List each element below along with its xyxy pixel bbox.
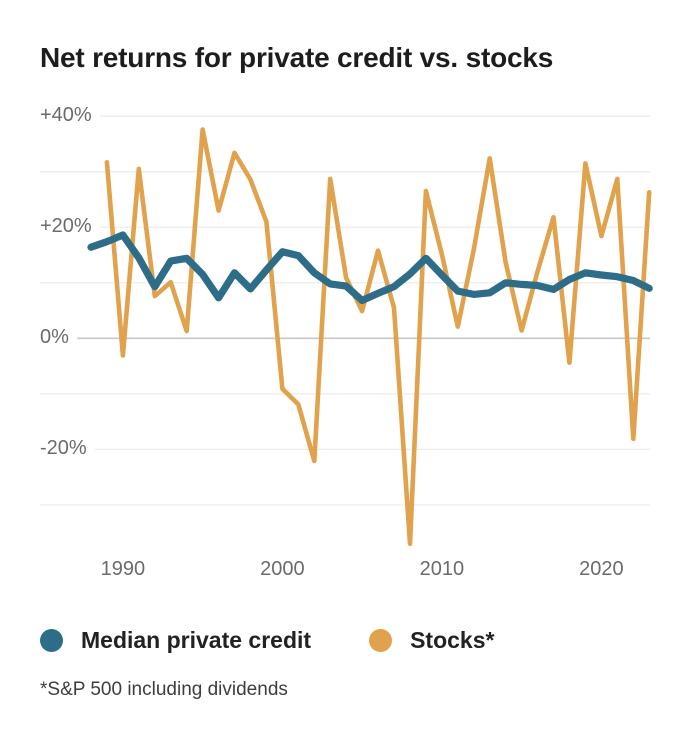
x-axis-label: 2000 [260,558,305,580]
legend-item-private-credit: Median private credit [40,627,311,654]
chart-title: Net returns for private credit vs. stock… [40,42,554,73]
legend-item-stocks: Stocks* [369,627,494,654]
private-credit-dot-icon [40,628,63,652]
series-line-private-credit [87,231,653,305]
y-axis-label: +40% [40,104,92,127]
x-axis-label: 2020 [579,558,624,580]
x-axis-label: 2010 [419,558,465,580]
footnote: *S&P 500 including dividends [40,679,288,700]
y-axis-label: -20% [40,437,87,460]
stocks-dot-icon [369,628,393,652]
x-axis-label: 1990 [100,558,146,580]
y-axis-label: +20% [40,215,92,238]
legend-label-private-credit: Median private credit [81,626,312,653]
series-line-stocks [104,127,652,547]
legend-label-stocks: Stocks* [410,626,495,653]
legend: Median private credit Stocks* [40,627,680,654]
y-axis-label: 0% [40,326,69,349]
